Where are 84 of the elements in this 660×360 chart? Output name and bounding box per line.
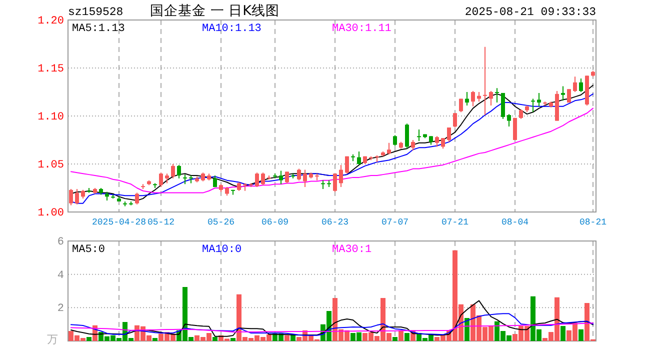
candlestick	[447, 127, 451, 142]
bar	[212, 337, 218, 341]
text: MA10:1.13	[202, 23, 262, 35]
candlestick	[165, 173, 169, 184]
candlestick	[435, 136, 439, 148]
line-series	[70, 313, 594, 336]
text: MA5:1.13	[72, 23, 125, 35]
candlestick	[405, 123, 409, 150]
candlestick	[243, 182, 247, 192]
bar	[404, 333, 410, 341]
candlestick	[261, 172, 265, 186]
x-tick-label: 07-21	[441, 217, 469, 228]
candlestick	[183, 174, 187, 185]
candlestick	[501, 92, 505, 120]
candlestick	[339, 164, 343, 188]
candlestick	[489, 90, 493, 106]
x-tick-label: 05-26	[207, 217, 235, 228]
x-tick-label: 06-09	[261, 217, 289, 228]
line-series	[70, 300, 594, 337]
candlestick	[393, 134, 397, 146]
candlestick	[69, 188, 73, 206]
candlestick	[453, 112, 457, 128]
y-tick-label: 1.15	[38, 64, 64, 76]
bar	[86, 337, 92, 341]
candlestick	[459, 98, 463, 113]
text: sz159528	[68, 6, 124, 19]
candlestick	[279, 170, 283, 185]
y-tick-label: 1.00	[38, 208, 64, 220]
candlestick	[465, 92, 469, 106]
candlestick	[303, 169, 307, 188]
chart-title: 国企基金 一 日K线图	[150, 3, 280, 19]
text: MA30:1.11	[332, 23, 392, 35]
text: MA5:0	[72, 244, 106, 256]
candlestick	[483, 46, 487, 116]
candlestick	[333, 173, 337, 192]
bar	[464, 318, 470, 341]
x-tick-label: 07-07	[381, 217, 409, 228]
y-tick-label: 1.20	[38, 16, 64, 28]
y-tick-label: 2	[57, 303, 64, 316]
x-tick-label: 08-04	[501, 217, 529, 228]
bar	[578, 329, 584, 341]
candlestick	[519, 108, 523, 120]
bar	[560, 326, 566, 341]
candlestick	[495, 88, 499, 104]
candlestick	[417, 128, 421, 142]
candlestick	[579, 78, 583, 92]
candlestick	[135, 192, 139, 205]
candlestick	[255, 172, 259, 188]
candlestick	[159, 172, 163, 188]
x-tick-label: 06-23	[321, 217, 349, 228]
candlestick	[531, 98, 535, 113]
candlestick	[573, 76, 577, 92]
candlestick	[75, 188, 79, 205]
x-tick-label: 08-21	[579, 217, 607, 228]
candlestick	[537, 92, 541, 107]
candlestick	[471, 90, 475, 107]
y-tick-label: 1.05	[38, 160, 64, 172]
y-tick-label: 4	[57, 270, 64, 282]
x-tick-label: 2025-04-28	[92, 217, 146, 228]
candlestick	[507, 114, 511, 128]
candlestick	[171, 164, 175, 179]
bar	[284, 335, 290, 341]
candlestick	[441, 138, 445, 150]
candlestick	[285, 171, 289, 184]
candlestick	[297, 168, 301, 181]
candlestick	[387, 142, 391, 155]
y-tick-label: 6	[57, 236, 64, 249]
bar	[398, 330, 404, 341]
text: MA30:1	[332, 244, 372, 256]
bar	[152, 338, 158, 341]
y-axis-title: 万	[47, 333, 58, 346]
text: 2025-08-21 09:33:33	[464, 6, 596, 19]
candlestick	[411, 140, 415, 152]
candlestick	[561, 86, 565, 102]
x-tick-label: 05-12	[147, 217, 175, 228]
candlestick	[357, 151, 361, 166]
candlestick	[177, 164, 181, 179]
line-series	[70, 322, 594, 332]
line-series	[70, 108, 594, 194]
y-tick-label: 1.10	[38, 112, 64, 124]
text: MA10:0	[202, 244, 242, 256]
bar	[392, 337, 398, 341]
bar	[230, 338, 236, 341]
candlestick	[345, 156, 349, 174]
